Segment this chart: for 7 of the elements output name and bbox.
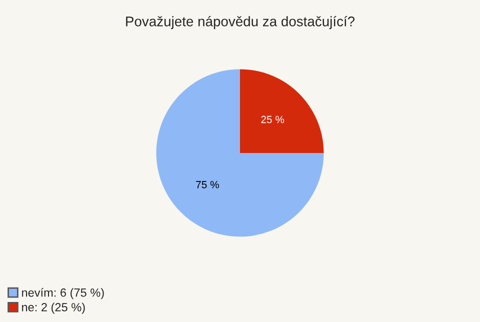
- chart-title: Považujete nápovědu za dostačující?: [126, 16, 355, 30]
- legend-label: nevím: 6 (75 %): [22, 288, 104, 300]
- pie-slice: [240, 69, 324, 153]
- data-label: 25 %: [261, 116, 284, 124]
- data-label: 75 %: [196, 180, 219, 188]
- pie-slice: [156, 69, 324, 237]
- legend-label: ne: 2 (25 %): [22, 302, 85, 314]
